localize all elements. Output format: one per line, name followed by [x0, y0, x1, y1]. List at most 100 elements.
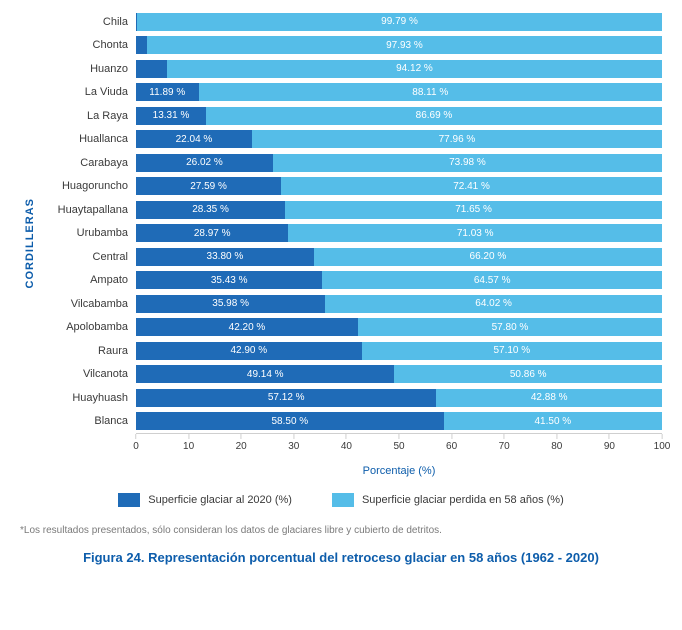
bar-value-b: 99.79 % [381, 16, 418, 27]
bar-segment-a: 49.14 % [136, 365, 394, 383]
category-label: Blanca [36, 415, 136, 427]
bar-track: 33.80 %66.20 % [136, 248, 662, 266]
x-tick: 80 [551, 434, 562, 452]
bar-segment-b: 50.86 % [394, 365, 662, 383]
x-axis: 0102030405060708090100 [136, 433, 662, 461]
bar-track: 49.14 % 50.86 % [136, 365, 662, 383]
bar-segment-b: 41.50 % [444, 412, 662, 430]
bar-track: 57.12 % 42.88 % [136, 389, 662, 407]
bar-track: 26.02 % 73.98 % [136, 154, 662, 172]
category-label: Central [36, 251, 136, 263]
bar-value-a: 57.12 % [268, 392, 305, 403]
bar-value-a: 22.04 % [176, 134, 213, 145]
category-label: Raura [36, 345, 136, 357]
bar-value-b: 42.88 % [531, 392, 568, 403]
bar-value-b: 77.96 % [439, 134, 476, 145]
bar-row: Chila0.21 %99.79 % [36, 10, 662, 34]
bar-row: Huayhuash57.12 %42.88 % [36, 386, 662, 410]
x-tick: 20 [236, 434, 247, 452]
legend-swatch-b [332, 493, 354, 507]
category-label: Chila [36, 16, 136, 28]
x-tick: 30 [288, 434, 299, 452]
bar-row: La Viuda11.89 %88.11 % [36, 81, 662, 105]
bar-row: Raura42.90 % 57.10 % [36, 339, 662, 363]
bar-track: 58.50 % 41.50 % [136, 412, 662, 430]
legend-label-a: Superficie glaciar al 2020 (%) [148, 494, 292, 506]
bar-track: 11.89 % 88.11 % [136, 83, 662, 101]
chart-area: CORDILLERAS Chila0.21 %99.79 %Chonta2.07… [20, 10, 662, 477]
bar-value-a: 49.14 % [247, 369, 284, 380]
bar-segment-a: 28.97 % [136, 224, 288, 242]
bar-segment-b: 42.88 % [436, 389, 662, 407]
category-label: Huallanca [36, 133, 136, 145]
bar-value-a: 28.97 % [194, 228, 231, 239]
bar-value-a: 28.35 % [192, 204, 229, 215]
x-tick: 60 [446, 434, 457, 452]
bar-segment-b: 64.02 % [325, 295, 662, 313]
legend: Superficie glaciar al 2020 (%) Superfici… [20, 493, 662, 507]
bar-value-a: 42.20 % [229, 322, 266, 333]
bar-row: Urubamba 28.97 % 71.03 % [36, 222, 662, 246]
figure-caption: Figura 24. Representación porcentual del… [20, 550, 662, 565]
bar-segment-a: 11.89 % [136, 83, 199, 101]
bar-segment-b: 66.20 % [314, 248, 662, 266]
bar-segment-a: 42.20 % [136, 318, 358, 336]
category-label: Vilcanota [36, 368, 136, 380]
x-tick: 90 [604, 434, 615, 452]
bar-segment-a: 5.88 % [136, 60, 167, 78]
bar-row: Chonta2.07 %97.93 % [36, 34, 662, 58]
bar-row: Huanzo5.88 %94.12 % [36, 57, 662, 81]
bar-value-b: 97.93 % [386, 40, 423, 51]
bar-value-b: 57.80 % [492, 322, 529, 333]
category-label: Chonta [36, 39, 136, 51]
bar-value-b: 86.69 % [416, 110, 453, 121]
bar-row: Blanca 58.50 % 41.50 % [36, 410, 662, 434]
bar-segment-b: 97.93 % [147, 36, 662, 54]
category-label: Urubamba [36, 227, 136, 239]
bar-value-b: 50.86 % [510, 369, 547, 380]
bar-segment-a: 27.59 % [136, 177, 281, 195]
bar-segment-b: 73.98 % [273, 154, 662, 172]
bar-row: Apolobamba42.20 %57.80 % [36, 316, 662, 340]
category-label: Huagoruncho [36, 180, 136, 192]
bar-segment-b: 72.41 % [281, 177, 662, 195]
bar-value-b: 66.20 % [470, 251, 507, 262]
bar-segment-b: 57.80 % [358, 318, 662, 336]
bar-value-a: 35.98 % [212, 298, 249, 309]
bar-segment-b: 77.96 % [252, 130, 662, 148]
bar-value-a: 13.31 % [153, 110, 190, 121]
bar-track: 42.20 % 57.80 % [136, 318, 662, 336]
bar-segment-b: 64.57 % [322, 271, 662, 289]
bar-row: Carabaya26.02 % 73.98 % [36, 151, 662, 175]
bar-track: 2.07 %97.93 % [136, 36, 662, 54]
bar-segment-a: 42.90 % [136, 342, 362, 360]
bar-track: 22.04 % 77.96 % [136, 130, 662, 148]
bar-value-b: 71.03 % [457, 228, 494, 239]
bar-segment-b: 88.11 % [199, 83, 662, 101]
bar-track: 0.21 %99.79 % [136, 13, 662, 31]
bar-value-b: 57.10 % [493, 345, 530, 356]
bar-track: 27.59 %72.41 % [136, 177, 662, 195]
x-axis-label: Porcentaje (%) [136, 465, 662, 477]
bar-segment-b: 71.03 % [288, 224, 662, 242]
bar-value-b: 73.98 % [449, 157, 486, 168]
category-label: Carabaya [36, 157, 136, 169]
bar-segment-a: 26.02 % [136, 154, 273, 172]
bar-segment-a: 13.31 % [136, 107, 206, 125]
bar-segment-a: 35.43 % [136, 271, 322, 289]
category-label: Vilcabamba [36, 298, 136, 310]
bar-track: 5.88 %94.12 % [136, 60, 662, 78]
bar-value-b: 64.02 % [475, 298, 512, 309]
bar-segment-b: 94.12 % [167, 60, 662, 78]
bar-track: 28.97 % 71.03 % [136, 224, 662, 242]
x-tick: 40 [341, 434, 352, 452]
legend-item-b: Superficie glaciar perdida en 58 años (%… [332, 493, 564, 507]
bar-value-b: 88.11 % [412, 87, 448, 98]
bar-row: La Raya13.31 %86.69 % [36, 104, 662, 128]
bar-segment-a: 28.35 % [136, 201, 285, 219]
chart-body: Chila0.21 %99.79 %Chonta2.07 %97.93 %Hua… [36, 10, 662, 477]
x-tick: 70 [499, 434, 510, 452]
bar-value-a: 58.50 % [271, 416, 308, 427]
category-label: Huanzo [36, 63, 136, 75]
y-axis-label: CORDILLERAS [20, 198, 36, 288]
